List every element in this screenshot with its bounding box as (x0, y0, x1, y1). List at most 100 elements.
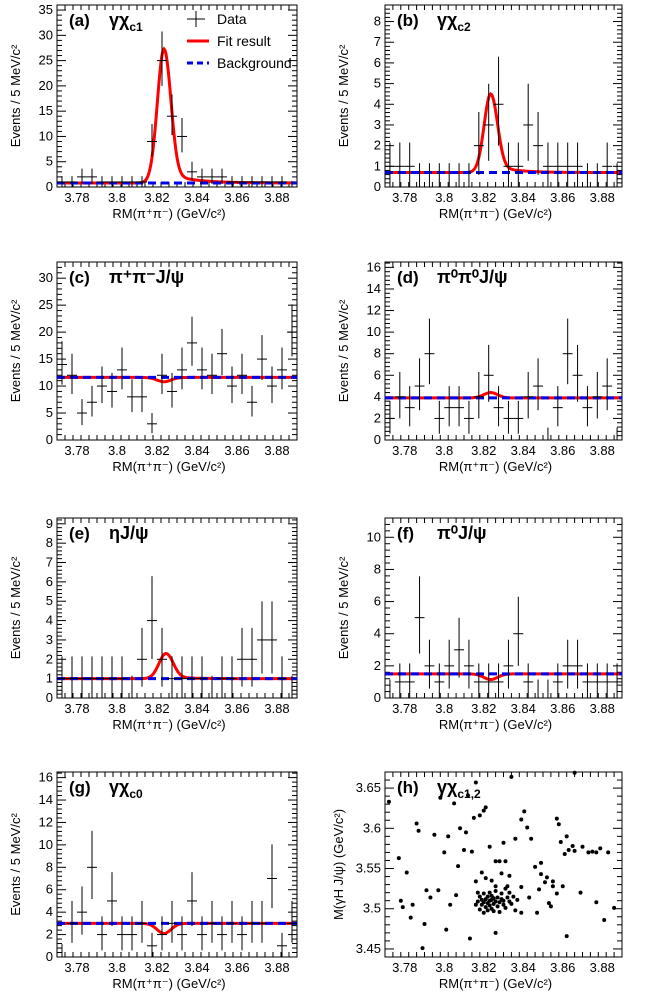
y-tick-label: 12 (367, 303, 381, 318)
data-point (287, 675, 297, 699)
y-tick-label: 10 (39, 837, 53, 852)
data-point (207, 675, 217, 699)
data-point (523, 83, 534, 161)
panel-a: 3.78 3.8 3.82 3.84 3.86 3.88 0 5 10 15 20 25 30 35 RM(… (8, 2, 298, 221)
scatter-point (542, 880, 547, 885)
x-tick-label: 3.86 (550, 701, 575, 716)
scatter-point (497, 900, 502, 905)
scatter-point (527, 895, 532, 900)
scatter-point (410, 902, 415, 907)
data-point (473, 372, 484, 419)
data-point (562, 142, 573, 187)
x-tick-label: 3.84 (184, 960, 209, 975)
data-point (117, 916, 127, 951)
scatter-point (560, 884, 565, 889)
scatter-point (501, 898, 506, 903)
data-point (385, 142, 395, 187)
scatter-point (456, 864, 461, 869)
data-point (503, 400, 514, 434)
panel-title: γχc0 (109, 777, 143, 801)
scatter-point (485, 908, 490, 913)
scatter-point (495, 904, 500, 909)
panel-label: (h) (397, 778, 419, 797)
data-point (414, 163, 425, 188)
scatter-point (606, 850, 611, 855)
scatter-point (487, 903, 492, 908)
data-point (197, 916, 207, 951)
scatter-point (495, 895, 500, 900)
data-point (267, 601, 277, 674)
scatter-point (544, 875, 549, 880)
scatter-point (454, 893, 459, 898)
panel-f: 3.78 3.8 3.82 3.84 3.86 3.88 0 2 4 6 8 10 RM(π⁺π⁻) (… (336, 517, 623, 732)
y-tick-label: 10 (39, 378, 53, 393)
y-tick-label: 0 (374, 432, 381, 447)
y-tick-label: 5 (46, 593, 53, 608)
scatter-point (509, 774, 514, 779)
data-point (543, 142, 553, 187)
data-point (257, 601, 267, 674)
scatter-point (511, 894, 516, 899)
data-point (137, 627, 147, 687)
scatter-point (539, 872, 544, 877)
x-tick-label: 3.82 (471, 190, 496, 205)
y-axis-title: Events / 5 MeV/c² (8, 556, 23, 659)
data-point (157, 353, 167, 394)
data-point (147, 124, 157, 157)
scatter-point (398, 898, 403, 903)
panel-h: 3.78 3.8 3.82 3.84 3.86 3.88 3.45 3.5 3.55 3.6 3.6… (331, 770, 623, 991)
plot-frame (384, 261, 623, 441)
data-point (97, 916, 107, 951)
scatter-point (564, 834, 569, 839)
data-point (562, 639, 573, 689)
scatter-point (477, 907, 482, 912)
y-tick-label: 12 (39, 814, 53, 829)
data-point (247, 176, 257, 187)
y-tick-label: 16 (39, 770, 53, 785)
y-tick-label: 4 (374, 389, 381, 404)
x-tick-label: 3.8 (108, 701, 126, 716)
data-point (87, 385, 97, 417)
scatter-point (458, 826, 463, 831)
fit-curve (57, 921, 297, 935)
data-point (237, 353, 247, 394)
x-tick-label: 3.78 (392, 443, 417, 458)
scatter-point (446, 834, 451, 839)
x-tick-label: 3.88 (590, 443, 615, 458)
scatter-point (513, 836, 518, 841)
data-point (277, 176, 287, 187)
scatter-point (537, 887, 542, 892)
data-point (523, 372, 534, 419)
x-tick-label: 3.88 (590, 190, 615, 205)
scatter-point (467, 936, 472, 941)
legend-entry-fit: Fit result (187, 33, 271, 49)
y-tick-label: 7 (46, 555, 53, 570)
x-tick-label: 3.78 (64, 960, 89, 975)
x-tick-label: 3.84 (511, 443, 536, 458)
data-point (187, 656, 197, 698)
y-tick-label: 3.6 (363, 820, 381, 835)
x-tick-label: 3.84 (511, 960, 536, 975)
data-point (277, 347, 287, 390)
panel-title-sub: c1 (129, 20, 143, 34)
y-axis-title: Events / 5 MeV/c² (336, 556, 351, 659)
scatter-point (428, 895, 433, 900)
data-point (67, 176, 77, 187)
data-point (404, 386, 415, 427)
legend-label: Data (217, 11, 247, 27)
data-point (197, 656, 207, 698)
data-point (602, 358, 613, 411)
x-tick-label: 3.82 (471, 701, 496, 716)
panel-title: π⁰J/ψ (437, 523, 487, 543)
scatter-point (483, 905, 488, 910)
y-tick-label: 9 (46, 516, 53, 531)
y-tick-label: 7 (374, 34, 381, 49)
x-tick-label: 3.78 (392, 190, 417, 205)
fit-curve (385, 91, 622, 175)
data-point (237, 627, 247, 687)
x-tick-label: 3.82 (144, 190, 169, 205)
data-point (107, 176, 117, 187)
x-tick-label: 3.84 (184, 190, 209, 205)
y-tick-label: 5 (46, 154, 53, 169)
scatter-point (513, 908, 518, 913)
